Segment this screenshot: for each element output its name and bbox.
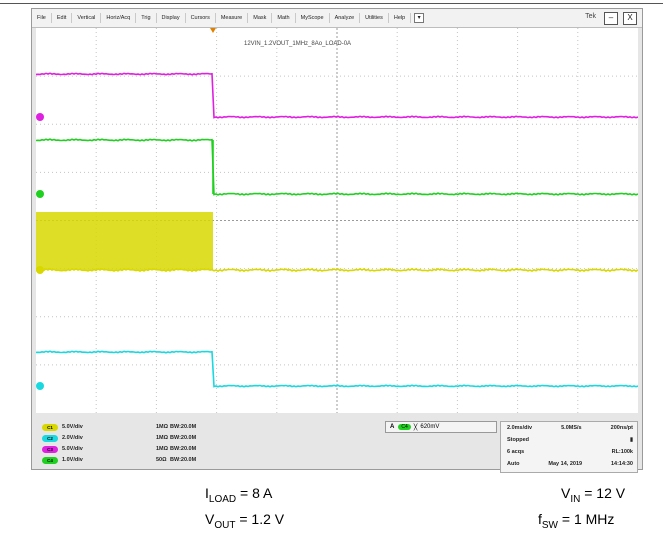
channel-impedance: 1MΩ [156, 435, 169, 441]
sample-rate: 5.0MS/s [561, 425, 582, 431]
menu-bar: File Edit Vertical Horiz/Acq Trig Displa… [32, 9, 642, 28]
channel-impedance: 50Ω [156, 457, 167, 463]
trigger-readout[interactable]: A C4 ╳ 620mV [385, 421, 497, 433]
cursor-icon: ▮ [629, 437, 633, 443]
channel-impedance: 1MΩ [156, 446, 169, 452]
menu-math[interactable]: Math [272, 13, 296, 23]
record-length: RL:100k [611, 449, 633, 455]
channel-row[interactable]: C4 1.0V/div 50Ω BW:20.0M [42, 455, 212, 465]
menu-cursors[interactable]: Cursors [186, 13, 216, 23]
menu-myscope[interactable]: MyScope [296, 13, 330, 23]
trace-yellow [36, 267, 638, 273]
channel-badge: C2 [42, 434, 58, 442]
channel-row[interactable]: C2 2.0V/div 1MΩ BW:20.0M [42, 433, 212, 443]
channel-scale: 2.0V/div [62, 435, 83, 441]
trace-green [36, 138, 638, 196]
trigger-auto: Auto [507, 461, 520, 467]
oscilloscope-window: File Edit Vertical Horiz/Acq Trig Displa… [31, 8, 643, 473]
menu-edit[interactable]: Edit [52, 13, 73, 23]
acq-count: 6 acqs [507, 449, 525, 455]
channel-impedance: 1MΩ [156, 424, 169, 430]
menu-horiz-acq[interactable]: Horiz/Acq [101, 13, 137, 23]
channel-scale: 5.0V/div [62, 446, 83, 452]
trace-magenta [36, 72, 638, 119]
channel-marker [36, 113, 44, 121]
channel-badge: C4 [42, 456, 58, 464]
graticule [36, 28, 638, 413]
timebase: 2.0ms/div [507, 425, 533, 431]
channel-bandwidth: BW:20.0M [170, 424, 197, 430]
channel-marker [36, 266, 44, 274]
channel-bandwidth: BW:20.0M [170, 457, 197, 463]
acq-date: May 14, 2019 [548, 461, 583, 467]
menu-analyze[interactable]: Analyze [330, 13, 361, 23]
channel-scale: 5.0V/div [62, 424, 83, 430]
close-icon[interactable]: X [623, 12, 637, 25]
menu-utilities[interactable]: Utilities [360, 13, 389, 23]
acquisition-readout[interactable]: 2.0ms/div 5.0MS/s 200ns/pt Stopped ▮ 6 a… [500, 421, 638, 473]
channel-row[interactable]: C3 5.0V/div 1MΩ BW:20.0M [42, 444, 212, 454]
caption-iload: ILOAD = 8 A [205, 485, 273, 505]
menu-measure[interactable]: Measure [216, 13, 249, 23]
menu-display[interactable]: Display [157, 13, 186, 23]
menu-help[interactable]: Help [389, 13, 412, 23]
channel-badge: C3 [42, 445, 58, 453]
trigger-mode: A [390, 424, 395, 430]
status-panel: C1 5.0V/div 1MΩ BW:20.0M C2 2.0V/div 1MΩ… [36, 416, 638, 473]
channel-row[interactable]: C1 5.0V/div 1MΩ BW:20.0M [42, 422, 212, 432]
menu-mask[interactable]: Mask [248, 13, 273, 23]
caption-vout: VOUT = 1.2 V [205, 511, 285, 531]
channel-badge: C1 [42, 423, 58, 431]
trigger-slope-icon: ╳ [413, 424, 418, 431]
channel-marker [36, 382, 44, 390]
dropdown-icon[interactable]: ▾ [414, 13, 425, 23]
trigger-source: C4 [398, 424, 411, 430]
channel-bandwidth: BW:20.0M [170, 446, 197, 452]
acq-time: 14:14:30 [610, 461, 633, 467]
waveform-label: 12VIN_1.2VOUT_1MHz_8Ao_LOAD-0A [244, 41, 352, 47]
resolution: 200ns/pt [610, 425, 633, 431]
caption-fsw: fSW = 1 MHz [538, 511, 615, 531]
brand-logo: Tek [585, 13, 596, 20]
channel-bandwidth: BW:20.0M [170, 435, 197, 441]
menu-trig[interactable]: Trig [136, 13, 157, 23]
trace-cyan [36, 350, 638, 388]
trace-yellow-switching [36, 212, 213, 270]
caption-vin: VIN = 12 V [561, 485, 626, 505]
trigger-position-icon [210, 28, 216, 33]
minimize-icon[interactable]: – [604, 12, 618, 25]
channel-scale: 1.0V/div [62, 457, 83, 463]
channel-marker [36, 190, 44, 198]
top-rule [0, 3, 663, 4]
menu-vertical[interactable]: Vertical [72, 13, 102, 23]
waveform-display: 12VIN_1.2VOUT_1MHz_8Ao_LOAD-0A [36, 28, 638, 413]
menu-file[interactable]: File [32, 13, 52, 23]
acq-state: Stopped [507, 437, 529, 443]
trigger-level: 620mV [420, 424, 440, 430]
